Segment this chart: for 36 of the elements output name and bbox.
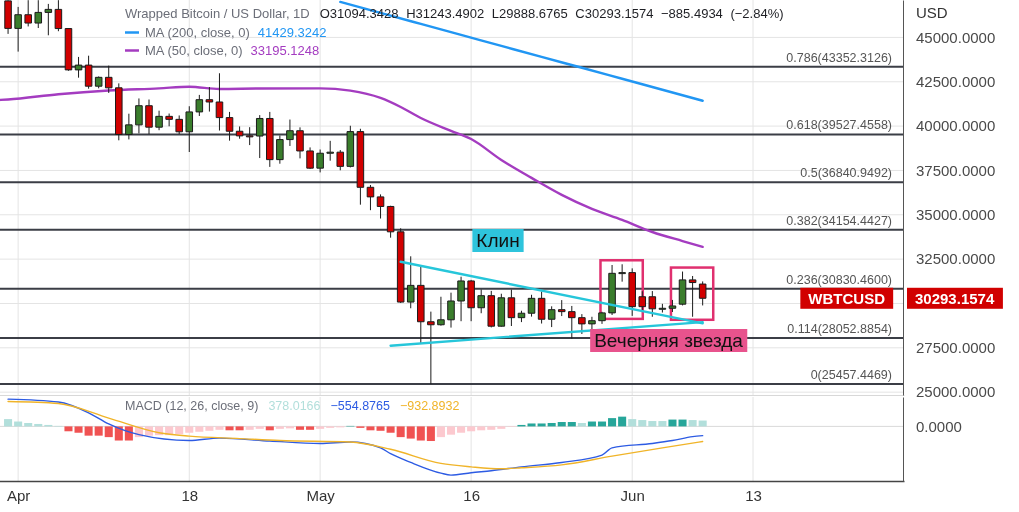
y-tick-label: 27500.0000: [916, 339, 996, 357]
x-tick-label: 18: [181, 486, 199, 504]
y-tick-label: 37500.0000: [916, 161, 996, 179]
annotation: WBTCUSD: [808, 289, 886, 307]
text: 0.0000: [916, 417, 962, 435]
ref-line-label: 0(25457.4469): [810, 368, 892, 383]
legend-label: MA (200, close, 0): [145, 25, 250, 40]
ref-line-label: 0.114(28052.8854): [787, 322, 892, 337]
annotation: 378.0166: [268, 399, 321, 413]
ref-line-label: 0.786(43352.3126): [786, 50, 892, 65]
y-axis-title: USD: [916, 4, 948, 21]
annotation: 33195.1248: [250, 43, 320, 58]
ref-line-label: 0.5(36840.9492): [800, 166, 892, 181]
y-tick-label: 40000.0000: [916, 117, 996, 135]
text: 30293.1574: [915, 289, 995, 307]
x-tick-label: 13: [745, 486, 762, 504]
y-tick-label: 32500.0000: [916, 250, 996, 268]
ref-line-label: 0.618(39527.4558): [786, 118, 892, 133]
x-tick-label: 16: [463, 486, 480, 504]
annotation: Вечерняя звезда: [594, 330, 744, 351]
ref-line-label: 0.382(34154.4427): [786, 213, 892, 228]
ref-line-label: 0.236(30830.4600): [786, 272, 892, 287]
annotation: −932.8932: [399, 399, 460, 413]
text: Wrapped Bitcoin / US Dollar, 1D: [125, 6, 310, 21]
x-tick-label: Apr: [6, 486, 31, 504]
y-tick-label: 45000.0000: [916, 28, 996, 46]
annotation: Клин: [476, 230, 520, 251]
y-tick-label: 42500.0000: [916, 73, 996, 91]
x-tick-label: May: [306, 486, 336, 504]
y-tick-label: 25000.0000: [916, 383, 996, 401]
y-tick-label: 35000.0000: [916, 206, 996, 224]
legend-label: MA (50, close, 0): [145, 43, 243, 58]
x-tick-label: Jun: [620, 486, 645, 504]
annotation: 41429.3242: [257, 25, 327, 40]
annotation: −554.8765: [330, 399, 391, 413]
chart-title: MACD (12, 26, close, 9): [125, 399, 259, 413]
